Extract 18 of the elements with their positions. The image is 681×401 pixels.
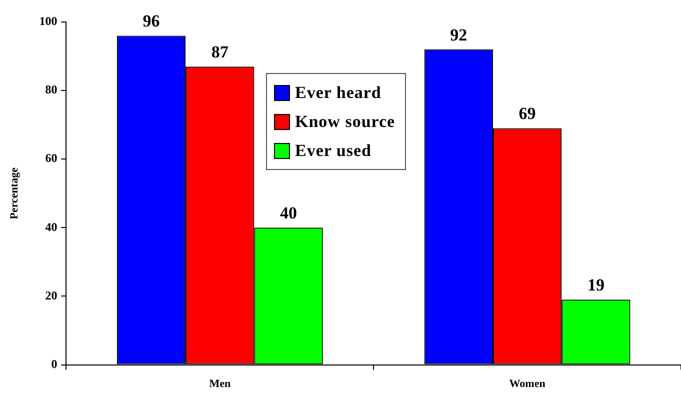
x-tick-label: Men: [209, 378, 231, 390]
data-label: 19: [587, 276, 604, 295]
y-tick-label: 0: [51, 356, 58, 371]
data-label: 96: [142, 12, 160, 31]
y-tick-label: 40: [45, 220, 58, 234]
y-tick-label: 100: [39, 14, 58, 28]
legend-label: Ever heard: [295, 82, 382, 103]
y-tick-label: 20: [45, 288, 58, 302]
data-label: 40: [280, 204, 298, 223]
y-axis-title: Percentage: [8, 167, 20, 220]
x-tick-label: Women: [509, 378, 546, 390]
data-label: 87: [211, 42, 229, 62]
legend-label: Ever used: [295, 140, 372, 161]
data-label: 92: [450, 25, 468, 44]
legend-label: Know source: [295, 112, 396, 132]
y-tick-label: 80: [45, 82, 58, 97]
y-tick-label: 60: [45, 151, 58, 166]
data-label: 69: [518, 104, 536, 124]
